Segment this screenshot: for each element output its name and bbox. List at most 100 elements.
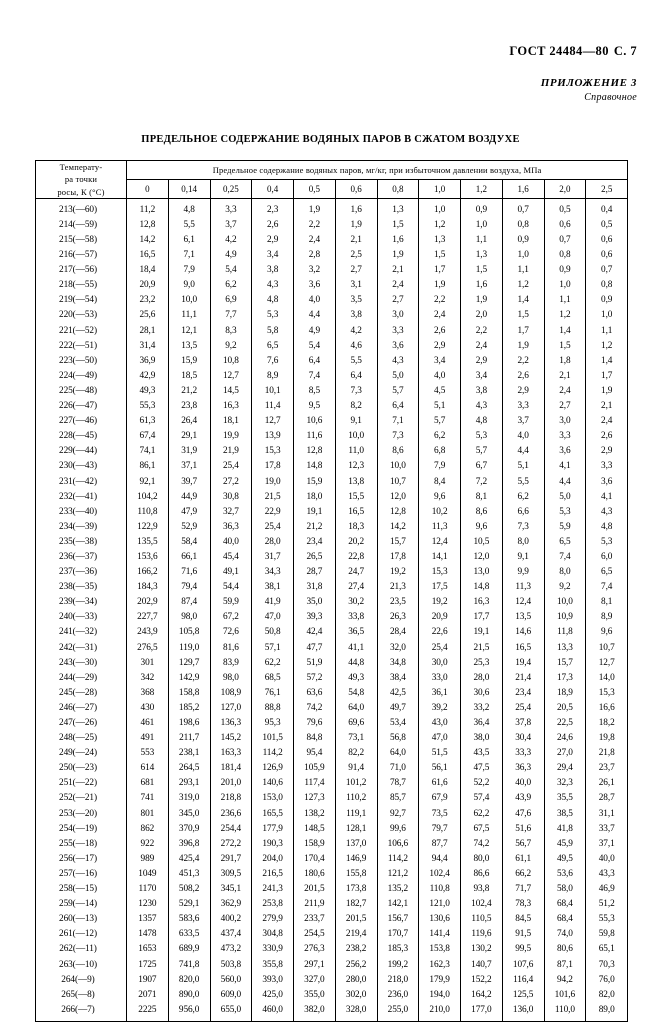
cell-value-p0-8: 2,7: [377, 293, 420, 309]
cell-value-p2-5: 4,1: [601, 491, 613, 502]
cell-value-p0-8: 5,7: [377, 384, 420, 400]
cell-value-p0-8: 1,5: [377, 218, 420, 234]
cell-value-p0-14: 198,6: [168, 716, 211, 732]
cell-value-p0-8: 15,7: [377, 535, 420, 551]
cell-value-p2-5: 82,0: [598, 989, 615, 1000]
cell-temperature: 246(—27): [35, 701, 127, 717]
cell-value-p1-2: 2,0: [460, 308, 503, 324]
cell-value-p1-6: 9,9: [502, 565, 545, 581]
table-row: 217(—56) 18,4 7,9 5,4 3,8 3,2 2,7 2,1 1,7 1,5 1,1 0…: [35, 263, 628, 279]
cell-value-p1-2: 86,6: [460, 867, 503, 883]
cell-value-p0: 227,7: [126, 610, 169, 626]
cell-value-p0-5: 2,2: [293, 218, 336, 234]
cell-value-p1-0: 5,1: [418, 399, 461, 415]
cell-value-p0-14: 119,0: [168, 640, 211, 656]
cell-value-p1-6: 3,3: [502, 399, 545, 415]
cell-value-p0-8: 156,7: [377, 912, 420, 928]
cell-temperature: 250(—23): [35, 761, 127, 777]
cell-value-p0-25: 272,2: [210, 836, 253, 852]
cell-value-p2-5: 18,2: [598, 718, 615, 729]
cell-value-p1-0: 17,5: [418, 580, 461, 596]
cell-value-p1-2: 2,4: [460, 338, 503, 354]
cell-value-p2-0: 1,2: [544, 308, 587, 324]
cell-value-p2-0: 80,6: [544, 942, 587, 958]
cell-value-p0-5: 233,7: [293, 912, 336, 928]
table-row: 240(—33) 227,7 98,0 67,2 47,0 39,3 33,8 26,3 20,…: [35, 610, 628, 626]
cell-value-p1-0: 9,6: [418, 489, 461, 505]
cell-value-p0-6: 238,2: [335, 942, 378, 958]
cell-temperature: 230(—43): [35, 459, 127, 475]
cell-temperature: 261(—12): [35, 927, 127, 943]
header-row-pressures: 0 0,14 0,25 0,4 0,5 0,6 0,8 1,0 1,2 1,6 …: [36, 179, 628, 199]
cell-value-p1-0: 2,2: [418, 293, 461, 309]
cell-value-p0-4: 50,8: [251, 625, 294, 641]
cell-value-p0-5: 4,4: [293, 308, 336, 324]
cell-value-p0-4: 95,3: [251, 716, 294, 732]
cell-value-p1-6: 40,0: [502, 776, 545, 792]
table-row: 224(—49) 42,9 18,5 12,7 8,9 7,4 6,4 5,0 4,0 3,4 2,…: [35, 368, 628, 385]
cell-value-p1-2: 4,8: [460, 414, 503, 430]
cell-value-p2-5: 6,0: [601, 551, 613, 562]
cell-value-p0-25: 236,6: [210, 806, 253, 822]
cell-value-p1-6: 125,5: [502, 987, 545, 1003]
cell-value-p0-4: 28,0: [251, 535, 294, 551]
cell-value-p2-0: 32,3: [544, 776, 587, 792]
cell-value-p0-8: 85,7: [377, 791, 420, 807]
cell-value-p0-14: 345,0: [168, 806, 211, 822]
cell-temperature: 228(—45): [35, 429, 127, 445]
cell-value-p0-5: 57,2: [293, 670, 336, 686]
cell-value-p0-6: 41,1: [335, 640, 378, 656]
cell-temperature: 264(—9): [35, 972, 127, 988]
cell-value-p2-0: 94,2: [544, 972, 587, 988]
cell-value-p2-0: 35,5: [544, 791, 587, 807]
cell-value-p1-0: 30,0: [418, 655, 461, 671]
cell-value-p0-5: 2,4: [293, 233, 336, 249]
cell-temperature: 241(—32): [35, 625, 127, 641]
cell-value-p0-4: 253,8: [251, 897, 294, 913]
cell-value-p2-0: 2,1: [544, 368, 587, 385]
cell-value-p0-5: 15,9: [293, 474, 336, 490]
table-row: 255(—18) 922 396,8 272,2 190,3 158,9 137,0 106,…: [35, 836, 628, 852]
cell-value-p1-0: 153,8: [418, 942, 461, 958]
cell-value-p2-5: 4,3: [601, 506, 613, 517]
cell-value-p1-0: 110,8: [418, 882, 461, 898]
cell-value-p0-8: 32,0: [377, 640, 420, 656]
cell-value-p0-25: 400,2: [210, 912, 253, 928]
cell-value-p1-6: 2,2: [502, 353, 545, 369]
cell-value-p1-2: 16,3: [460, 595, 503, 611]
table-body: 213(—60) 11,2 4,8 3,3 2,3 1,9 1,6 1,3 1,0 0,9 0,7 0…: [35, 198, 628, 1022]
cell-value-p0-8: 38,4: [377, 670, 420, 686]
cell-value-p2-5: 2,1: [601, 401, 613, 412]
cell-value-p2-5: 3,3: [601, 461, 613, 472]
cell-value-p0-14: 39,7: [168, 474, 211, 490]
cell-value-p0-14: 31,9: [168, 444, 211, 460]
cell-value-p0: 301: [126, 655, 169, 671]
cell-value-p1-2: 110,5: [460, 912, 503, 928]
cell-value-p2-5: 10,7: [598, 642, 615, 653]
cell-value-p0-25: 6,9: [210, 293, 253, 309]
cell-value-p2-0: 13,3: [544, 640, 587, 656]
cell-value-p0-14: 319,0: [168, 791, 211, 807]
cell-value-p2-0: 8,0: [544, 565, 587, 581]
cell-value-p0-14: 12,1: [168, 323, 211, 339]
cell-value-p2-5: 1,4: [601, 355, 613, 366]
cell-value-p1-0: 1,7: [418, 263, 461, 279]
cell-value-p1-6: 2,9: [502, 384, 545, 400]
table-row: 225(—48) 49,3 21,2 14,5 10,1 8,5 7,3 5,7 4,5 3,8 2…: [35, 384, 628, 400]
cell-value-p0-5: 3,6: [293, 278, 336, 294]
cell-temperature: 245(—28): [35, 685, 127, 702]
cell-value-p2-5: 0,4: [601, 204, 613, 215]
cell-value-p0-8: 255,0: [377, 1002, 420, 1022]
cell-value-p0-5: 355,0: [293, 987, 336, 1003]
cell-value-p0-4: 34,3: [251, 565, 294, 581]
cell-value-p0-8: 78,7: [377, 776, 420, 792]
cell-value-p1-0: 19,2: [418, 595, 461, 611]
cell-value-p0-25: 473,2: [210, 942, 253, 958]
cell-value-p0-14: 890,0: [168, 987, 211, 1003]
cell-value-p0-14: 293,1: [168, 776, 211, 792]
cell-value-p0-8: 23,5: [377, 595, 420, 611]
cell-value-p0-4: 5,8: [251, 323, 294, 339]
cell-temperature: 237(—36): [35, 565, 127, 581]
cell-value-p2-0: 5,9: [544, 519, 587, 535]
cell-value-p0-5: 7,4: [293, 368, 336, 385]
